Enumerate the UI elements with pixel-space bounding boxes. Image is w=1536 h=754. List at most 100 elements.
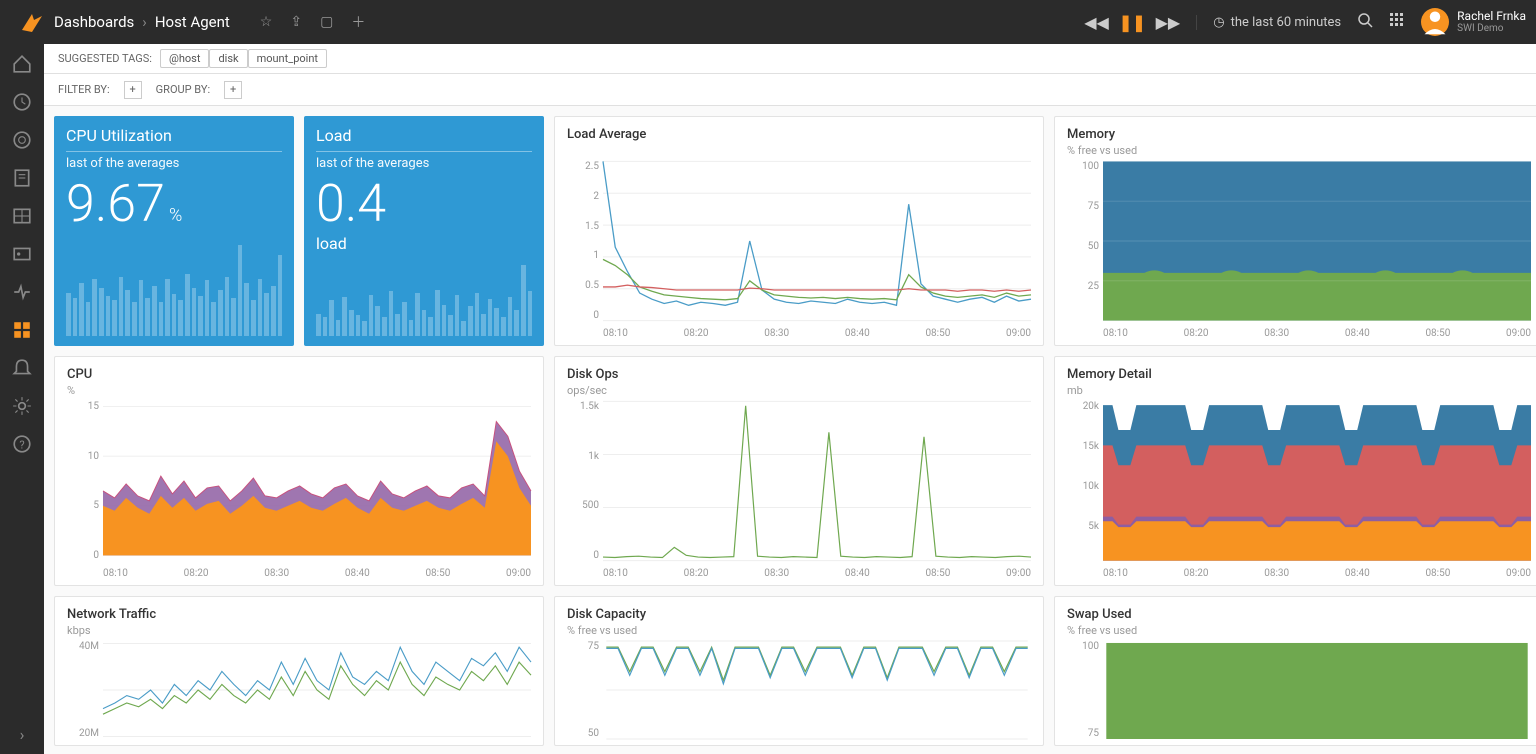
- card-subtitle: kbps: [67, 624, 531, 637]
- network-traffic-card[interactable]: Network Traffic kbps 40M20M: [54, 596, 544, 746]
- filter-add-button[interactable]: +: [124, 81, 142, 99]
- cpu-utilization-card[interactable]: CPU Utilization last of the averages 9.6…: [54, 116, 294, 346]
- screen-icon[interactable]: ▢: [320, 14, 333, 30]
- x-axis: 08:1008:2008:3008:4008:5009:00: [103, 568, 531, 579]
- stat-value: 0.4: [316, 175, 532, 232]
- swap-chart: [1103, 641, 1531, 739]
- card-title: CPU Utilization: [66, 126, 282, 152]
- forward-icon[interactable]: ▶▶: [1156, 13, 1181, 32]
- apps-icon[interactable]: [1389, 12, 1405, 32]
- user-menu[interactable]: Rachel Frnka SWI Demo: [1421, 8, 1526, 36]
- memory-card[interactable]: Memory % free vs used 100755025 08:1008:…: [1054, 116, 1536, 346]
- user-text: Rachel Frnka SWI Demo: [1457, 10, 1526, 34]
- card-subtitle: % free vs used: [1067, 144, 1531, 157]
- time-range-label: the last 60 minutes: [1231, 15, 1342, 30]
- y-axis: 151050: [65, 401, 99, 561]
- sparkline-bars: [316, 261, 532, 336]
- card-subtitle: % free vs used: [567, 624, 1031, 637]
- playback-controls: ◀◀ ❚❚ ▶▶: [1084, 13, 1180, 32]
- sidenav: ? ›: [0, 44, 44, 754]
- user-org: SWI Demo: [1457, 23, 1526, 34]
- rewind-icon[interactable]: ◀◀: [1084, 13, 1109, 32]
- nav-pulse-icon[interactable]: [12, 282, 32, 302]
- y-axis: 2.521.510.50: [565, 161, 599, 321]
- card-title: Disk Ops: [567, 367, 1031, 382]
- group-label: GROUP BY:: [156, 83, 210, 96]
- load-card[interactable]: Load last of the averages 0.4 load: [304, 116, 544, 346]
- memory-detail-card[interactable]: Memory Detail mb 20k15k10k5k 08:1008:200…: [1054, 356, 1536, 586]
- chevron-right-icon: ›: [142, 13, 147, 31]
- nav-home-icon[interactable]: [12, 54, 32, 74]
- nav-time-icon[interactable]: [12, 92, 32, 112]
- nav-help-icon[interactable]: ?: [12, 434, 32, 454]
- sparkline-bars: [66, 240, 282, 336]
- network-chart: [103, 641, 531, 739]
- group-add-button[interactable]: +: [224, 81, 242, 99]
- card-subtitle: mb: [1067, 384, 1531, 397]
- card-subtitle: ops/sec: [567, 384, 1031, 397]
- card-title: Network Traffic: [67, 607, 531, 622]
- card-title: Memory: [1067, 127, 1531, 142]
- user-name: Rachel Frnka: [1457, 10, 1526, 23]
- y-axis: 20k15k10k5k: [1065, 401, 1099, 561]
- swap-used-card[interactable]: Swap Used % free vs used 10075: [1054, 596, 1536, 746]
- load-average-chart: [603, 161, 1031, 321]
- breadcrumb-page[interactable]: Host Agent: [155, 13, 230, 31]
- nav-alert-icon[interactable]: [12, 358, 32, 378]
- x-axis: 08:1008:2008:3008:4008:5009:00: [603, 568, 1031, 579]
- x-axis: 08:1008:2008:3008:4008:5009:00: [603, 328, 1031, 339]
- disk-capacity-card[interactable]: Disk Capacity % free vs used 7550: [554, 596, 1044, 746]
- nav-expand-icon[interactable]: ›: [20, 725, 25, 744]
- card-title: Memory Detail: [1067, 367, 1531, 382]
- content-area: SUGGESTED TAGS: @hostdiskmount_point FIL…: [44, 44, 1536, 754]
- card-subtitle: % free vs used: [1067, 624, 1531, 637]
- memory-chart: [1103, 161, 1531, 321]
- pause-icon[interactable]: ❚❚: [1119, 13, 1146, 32]
- breadcrumb-root[interactable]: Dashboards: [54, 13, 134, 31]
- y-axis: 7550: [565, 641, 599, 739]
- memory-detail-chart: [1103, 401, 1531, 561]
- nav-gear-icon[interactable]: [12, 396, 32, 416]
- nav-logs-icon[interactable]: [12, 168, 32, 188]
- cpu-card[interactable]: CPU % 151050 08:1008:2008:3008:4008:5009…: [54, 356, 544, 586]
- y-axis: 1.5k1k5000: [565, 401, 599, 561]
- tag[interactable]: disk: [209, 49, 247, 68]
- logo-icon: [20, 10, 44, 34]
- filterbar: FILTER BY: + GROUP BY: +: [44, 74, 1536, 106]
- share-icon[interactable]: ⇪: [290, 14, 302, 30]
- time-range-picker[interactable]: ◷ the last 60 minutes: [1196, 15, 1341, 30]
- nav-card-icon[interactable]: [12, 244, 32, 264]
- add-icon[interactable]: ＋: [351, 12, 365, 32]
- breadcrumb: Dashboards › Host Agent: [54, 13, 230, 31]
- load-average-card[interactable]: Load Average 2.521.510.50 08:1008:2008:3…: [554, 116, 1044, 346]
- card-title: Load: [316, 126, 532, 152]
- clock-icon: ◷: [1213, 15, 1224, 30]
- tag[interactable]: mount_point: [248, 49, 327, 68]
- stat-value: 9.67%: [66, 175, 282, 232]
- card-title: CPU: [67, 367, 531, 382]
- x-axis: 08:1008:2008:3008:4008:5009:00: [1103, 328, 1531, 339]
- card-title: Disk Capacity: [567, 607, 1031, 622]
- avatar: [1421, 8, 1449, 36]
- nav-table-icon[interactable]: [12, 206, 32, 226]
- y-axis: 100755025: [1065, 161, 1099, 321]
- cpu-chart: [103, 401, 531, 561]
- x-axis: 08:1008:2008:3008:4008:5009:00: [1103, 568, 1531, 579]
- nav-target-icon[interactable]: [12, 130, 32, 150]
- header-right: ◀◀ ❚❚ ▶▶ ◷ the last 60 minutes Rachel Fr…: [1084, 8, 1526, 36]
- nav-dashboard-icon[interactable]: [12, 320, 32, 340]
- y-axis: 10075: [1065, 641, 1099, 739]
- tagbar-label: SUGGESTED TAGS:: [58, 52, 152, 65]
- dashboard-grid: CPU Utilization last of the averages 9.6…: [44, 106, 1536, 754]
- star-icon[interactable]: ☆: [260, 14, 273, 30]
- header-actions: ☆ ⇪ ▢ ＋: [260, 12, 366, 32]
- card-subtitle: last of the averages: [66, 156, 282, 171]
- card-subtitle: %: [67, 384, 531, 397]
- search-icon[interactable]: [1357, 12, 1373, 32]
- card-title: Load Average: [567, 127, 1031, 142]
- topbar: Dashboards › Host Agent ☆ ⇪ ▢ ＋ ◀◀ ❚❚ ▶▶…: [0, 0, 1536, 44]
- tag[interactable]: @host: [160, 49, 210, 68]
- y-axis: 40M20M: [65, 641, 99, 739]
- disk-ops-card[interactable]: Disk Ops ops/sec 1.5k1k5000 08:1008:2008…: [554, 356, 1044, 586]
- tagbar: SUGGESTED TAGS: @hostdiskmount_point: [44, 44, 1536, 74]
